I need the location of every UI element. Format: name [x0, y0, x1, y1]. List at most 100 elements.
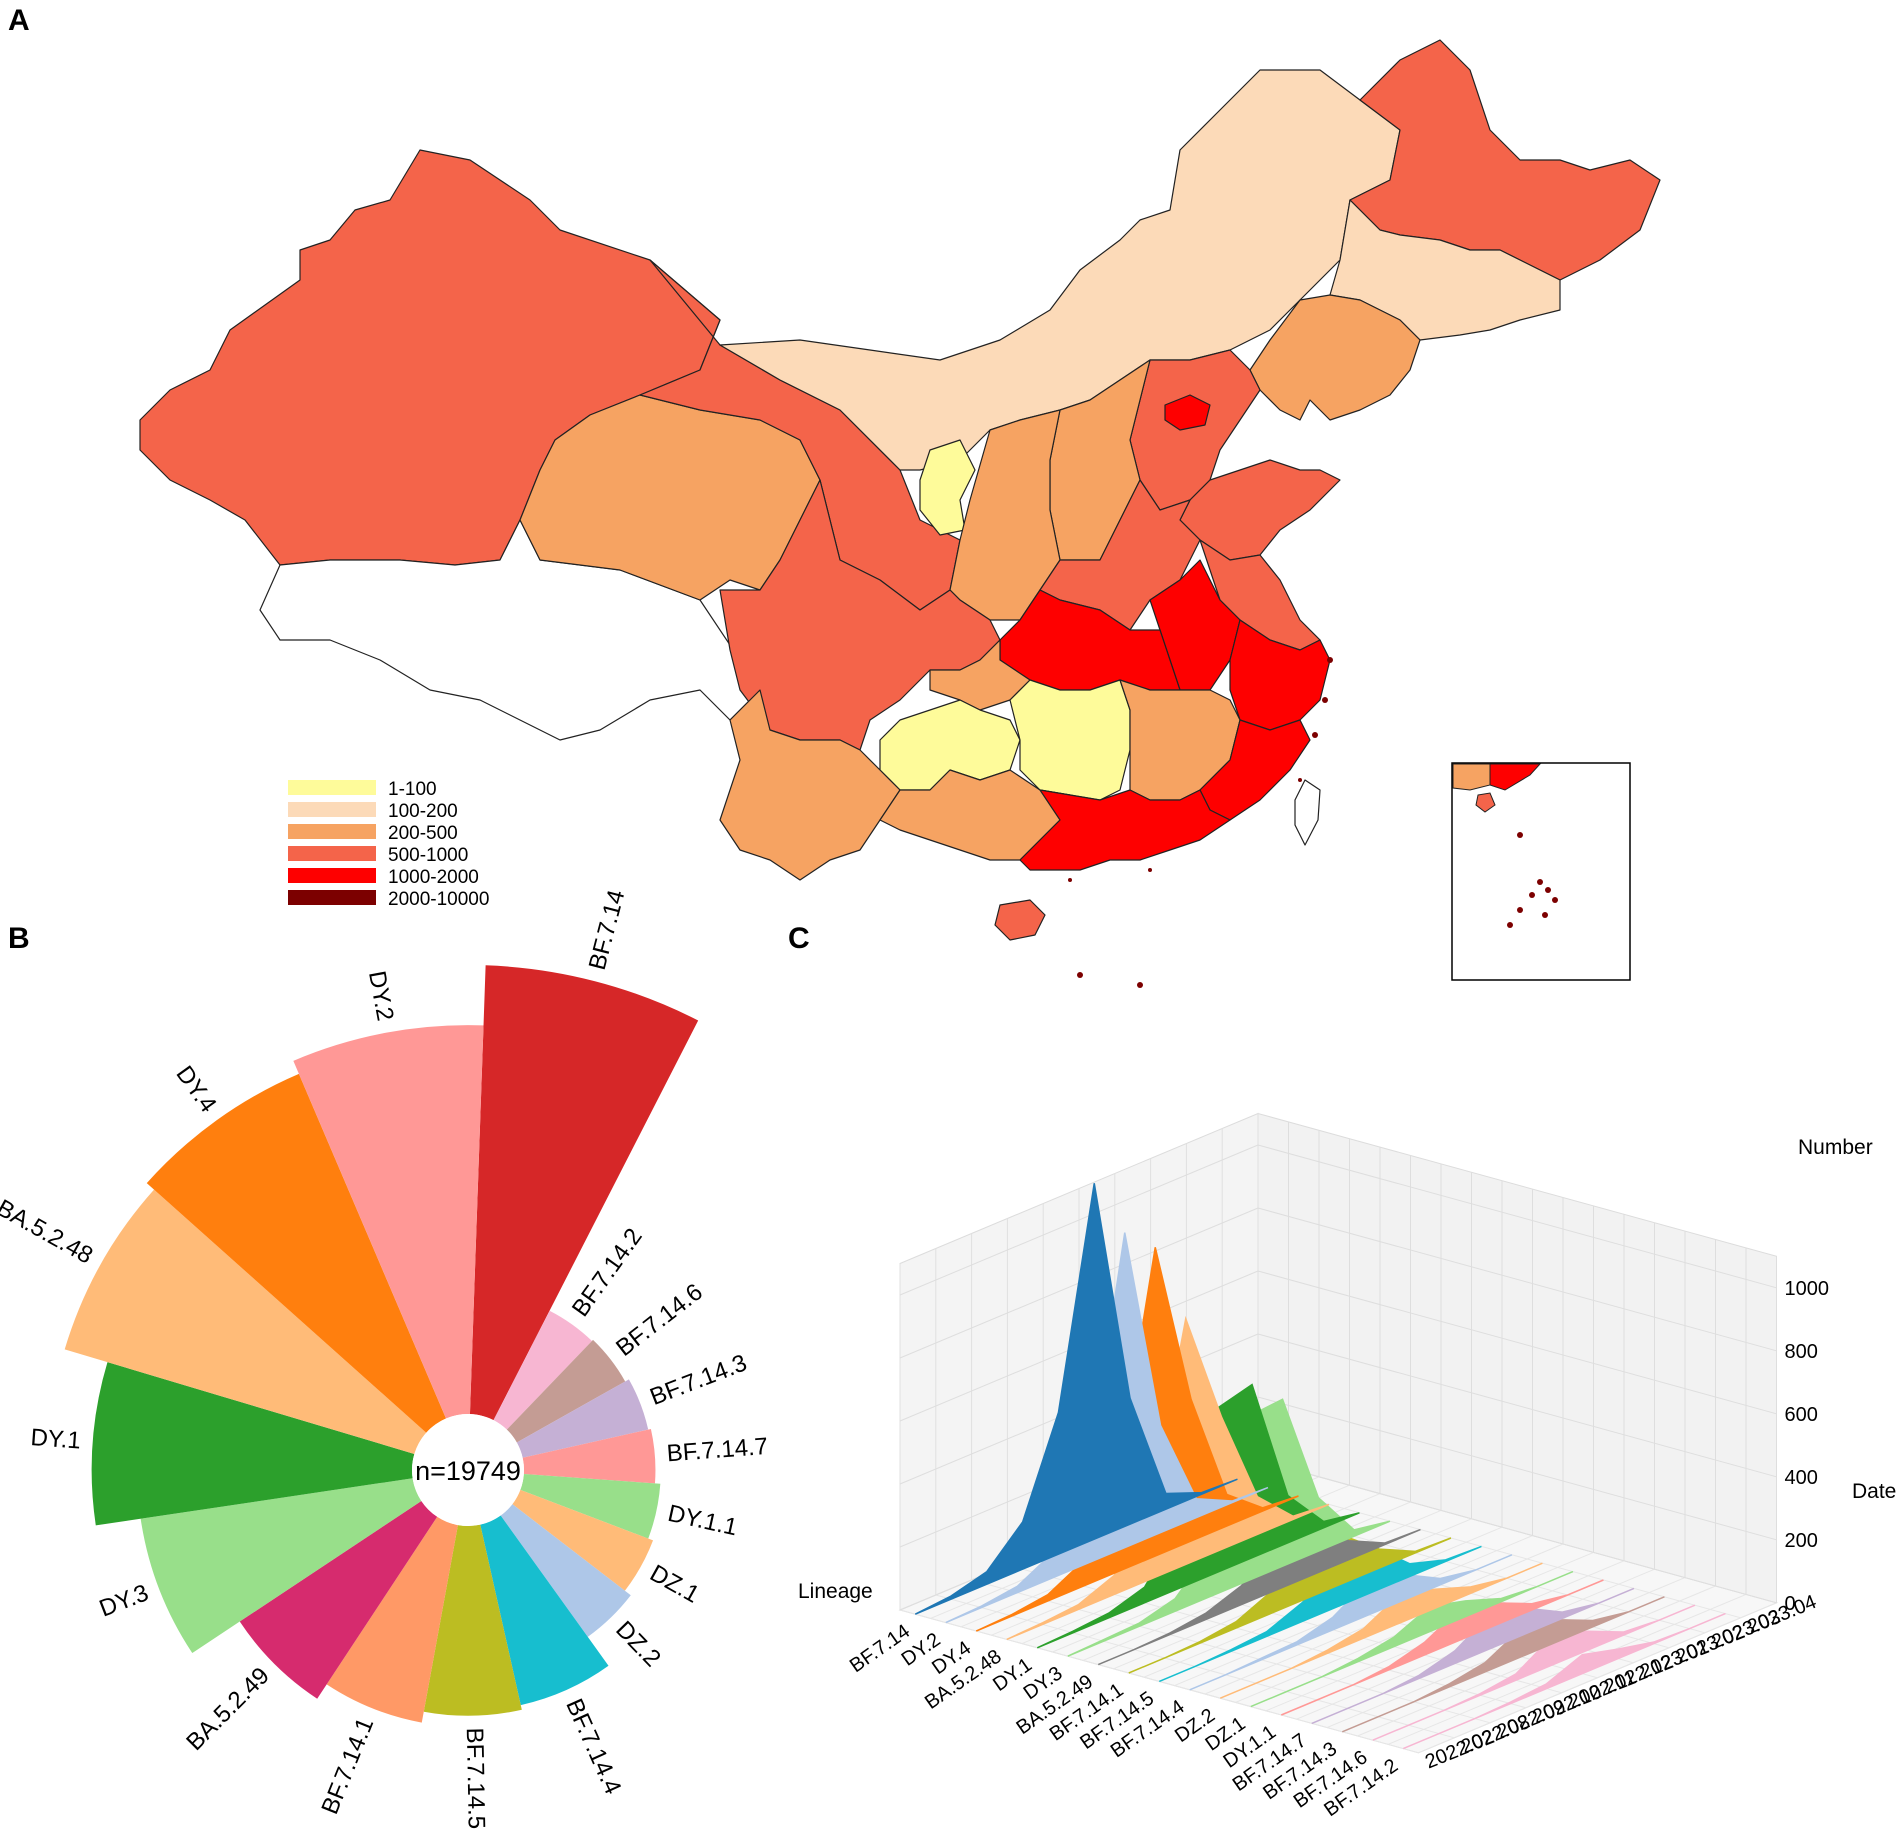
- ridge-area: [1219, 1562, 1543, 1699]
- date-tick-label: 2022.02: [1422, 1726, 1497, 1773]
- map-legend: 1-100100-200200-500500-10001000-20002000…: [288, 779, 489, 910]
- grid-line: [899, 1459, 1259, 1611]
- rose-bar: [239, 1500, 438, 1699]
- grid-line: [935, 1594, 1455, 1739]
- rose-bar: [140, 1478, 422, 1654]
- ylabel: Date: [1852, 1480, 1896, 1503]
- grid-line: [1043, 1549, 1562, 1694]
- grid-line: [1078, 1534, 1598, 1679]
- lineage-tick-label: BF.7.14.6: [1290, 1746, 1372, 1812]
- legend-swatch: [288, 824, 376, 839]
- date-tick-label: 2023.01: [1637, 1636, 1712, 1683]
- lineage-tick-label: BF.7.14.1: [1046, 1679, 1128, 1745]
- grid-line: [1357, 1585, 1716, 1737]
- rose-bar: [493, 1310, 593, 1430]
- ridge-area: [1067, 1398, 1391, 1657]
- rose-bar: [469, 965, 699, 1421]
- rose-tick-label: BF.7.14.1: [316, 1714, 379, 1818]
- lineage-tick-label: BA.5.2.48: [921, 1645, 1006, 1713]
- grid-line: [899, 1270, 1259, 1422]
- rose-tick-label: BA.5.2.48: [0, 1194, 97, 1269]
- date-tick-label: 2022.08: [1458, 1711, 1533, 1758]
- lineage-tick-label: DY.2: [898, 1629, 945, 1671]
- china-choropleth-map: 1-100100-200200-500500-10001000-20002000…: [139, 39, 1661, 988]
- grid-line: [1114, 1519, 1634, 1664]
- grid-line: [1174, 1535, 1533, 1687]
- rose-bar: [522, 1428, 656, 1484]
- rose-bar: [64, 1189, 427, 1454]
- rose-bar: [480, 1515, 609, 1706]
- grid-line: [899, 1396, 1259, 1548]
- z-tick-label: 1000: [1785, 1278, 1830, 1300]
- lineage-tick-label: BF.7.14.2: [1320, 1755, 1402, 1821]
- date-tick-label: 2022.10: [1530, 1681, 1605, 1728]
- ridge-area: [1341, 1596, 1665, 1733]
- region-hainan: [994, 899, 1046, 941]
- ridge-area: [1280, 1579, 1604, 1716]
- rose-tick-label: DY.3: [96, 1579, 153, 1622]
- floor-plane: [898, 1459, 1779, 1754]
- z-tick-label: 400: [1785, 1467, 1818, 1489]
- grid-line: [1326, 1577, 1686, 1729]
- grid-line: [1186, 1489, 1706, 1634]
- grid-line: [1007, 1564, 1527, 1709]
- lineage-tick-label: BF.7.14.7: [1229, 1729, 1311, 1795]
- rose-bar: [146, 1073, 447, 1433]
- rose-tick-label: DY.4: [170, 1061, 221, 1118]
- date-tick-label: 2023.02: [1673, 1621, 1748, 1668]
- lineage-tick-label: BF.7.14: [846, 1620, 914, 1677]
- rose-center-hole: [412, 1414, 524, 1526]
- grid-line: [1257, 1459, 1777, 1604]
- grid-line: [1257, 1396, 1777, 1541]
- region-hunan: [1009, 679, 1131, 801]
- lineage-tick-label: DZ.2: [1171, 1704, 1219, 1747]
- date-tick-label: 2022.09: [1494, 1696, 1569, 1743]
- grid-line: [1257, 1144, 1777, 1289]
- region-zhejiang: [1229, 619, 1331, 731]
- grid-line: [960, 1476, 1320, 1628]
- grid-line: [899, 1609, 1419, 1754]
- rose-bar: [500, 1504, 631, 1637]
- rose-bar: [293, 1025, 484, 1419]
- rose-center-label: n=19749: [415, 1456, 521, 1486]
- lineage-tick-label: DY.1.1: [1220, 1721, 1281, 1773]
- grid-line: [971, 1579, 1491, 1724]
- xlabel: Lineage: [798, 1580, 873, 1603]
- rose-tick-label: BF.7.14.3: [646, 1349, 750, 1411]
- region-taiwan: [1294, 779, 1321, 846]
- grid-line: [1387, 1593, 1747, 1745]
- coastal-islands: [1068, 657, 1333, 988]
- date-tick-label: 2023.03: [1709, 1606, 1784, 1653]
- grid-line: [1052, 1501, 1411, 1653]
- rose-tick-label: BF.7.14.4: [560, 1695, 626, 1799]
- lineage-tick-label: DY.4: [928, 1637, 975, 1679]
- region-guangdong: [1019, 789, 1231, 871]
- rose-tick-label: BF.7.14.7: [666, 1433, 769, 1467]
- inset-content: [1452, 763, 1558, 928]
- grid-line: [899, 1144, 1259, 1296]
- lineage-tick-label: DY.1: [989, 1654, 1036, 1696]
- z-tick-label: 0: [1785, 1593, 1796, 1615]
- ridge-area: [1402, 1612, 1726, 1750]
- region-beijing: [1164, 394, 1211, 431]
- grid-line: [1257, 1207, 1777, 1352]
- z-tick-label: 600: [1785, 1404, 1818, 1426]
- lineage-tick-label: BF.7.14.4: [1107, 1696, 1189, 1762]
- rose-tick-label: BF.7.14.6: [611, 1278, 708, 1361]
- grid-line: [991, 1484, 1350, 1636]
- ridge-area: [1189, 1554, 1513, 1691]
- lineage-tick-label: BF.7.14.3: [1259, 1738, 1341, 1804]
- lineage-tick-label: DZ.1: [1201, 1713, 1249, 1756]
- grid-line: [1418, 1602, 1777, 1754]
- grid-line: [1204, 1543, 1564, 1695]
- ridge-area: [975, 1247, 1299, 1632]
- date-tick-label: 2022.11: [1565, 1667, 1639, 1714]
- z-tick-label: 200: [1785, 1530, 1818, 1552]
- legend-label: 1-100: [388, 779, 437, 800]
- ridge-area: [1250, 1570, 1574, 1708]
- rose-bar: [423, 1524, 522, 1716]
- grid-line: [1296, 1568, 1655, 1720]
- rose-tick-label: BA.5.2.49: [181, 1662, 275, 1756]
- ridge-area: [1128, 1534, 1452, 1674]
- legend-label: 200-500: [388, 823, 458, 844]
